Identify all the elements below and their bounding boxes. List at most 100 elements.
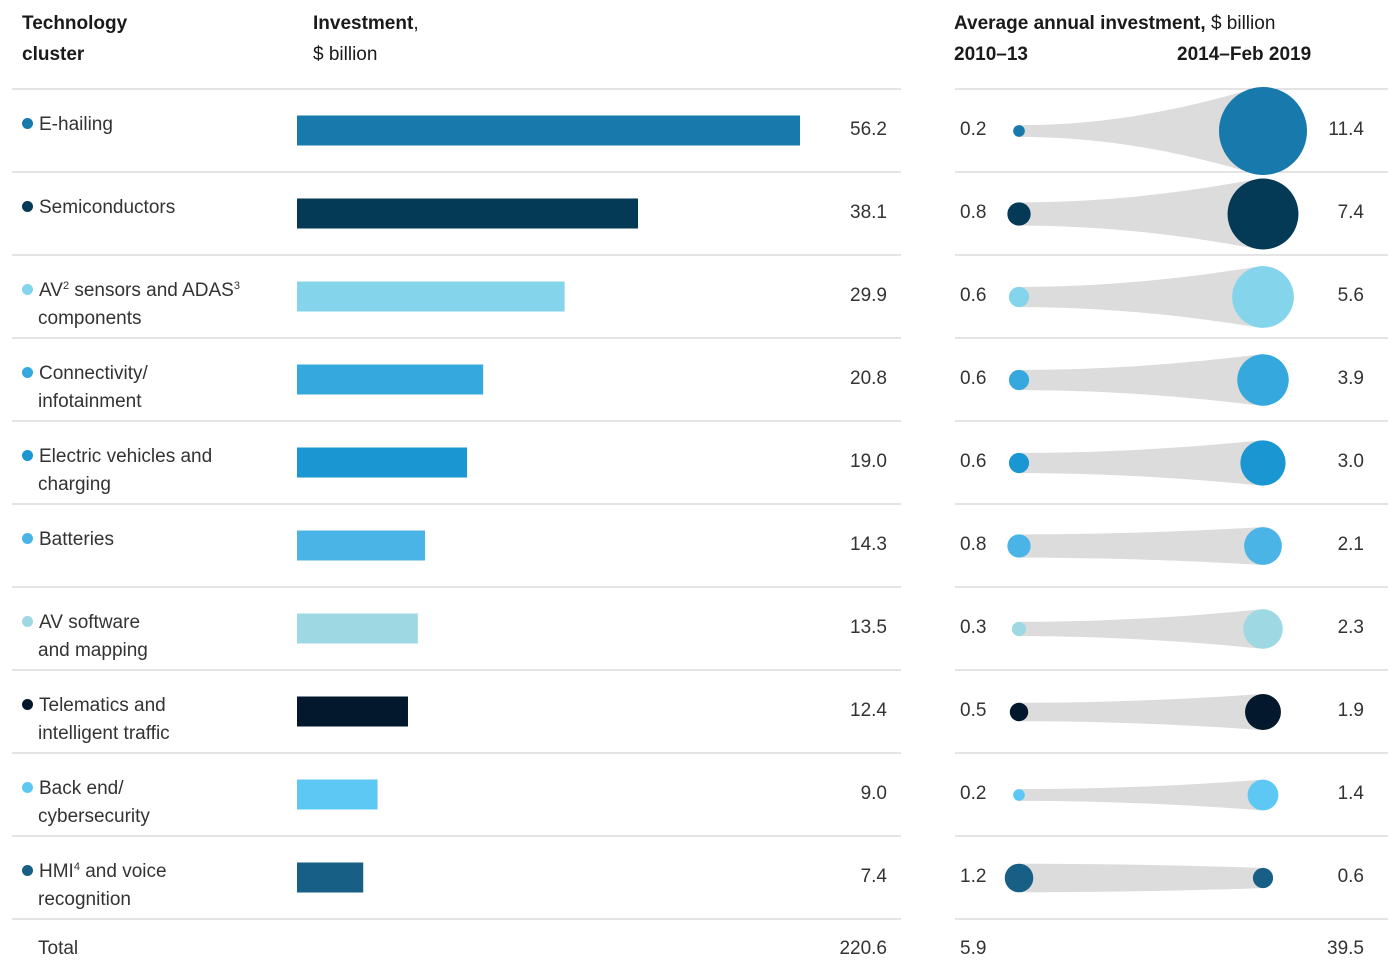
period-1-label: 2010–13 bbox=[954, 44, 1028, 65]
category-text: Semiconductors bbox=[39, 197, 176, 218]
bubble-2010-13 bbox=[1008, 369, 1030, 391]
investment-bar bbox=[297, 862, 364, 893]
avg-2010-13-value: 0.8 bbox=[960, 534, 987, 555]
category-text: Telematics and bbox=[39, 695, 166, 716]
avg-2010-13-value: 0.5 bbox=[960, 700, 987, 721]
bubble-2014-2019 bbox=[1240, 440, 1286, 486]
investment-value: 56.2 bbox=[850, 119, 887, 140]
category-text-line2: and mapping bbox=[38, 640, 148, 661]
investment-value: 29.9 bbox=[850, 285, 887, 306]
legend-dot-icon bbox=[22, 201, 33, 212]
investment-value: 14.3 bbox=[850, 534, 887, 555]
avg-2014-2019-value: 3.9 bbox=[1337, 368, 1364, 389]
investment-value: 9.0 bbox=[860, 783, 887, 804]
category-text: HMI bbox=[39, 861, 74, 882]
avg-2014-2019-value: 11.4 bbox=[1328, 119, 1364, 140]
investment-bar bbox=[297, 530, 425, 561]
bubble-2010-13 bbox=[1009, 702, 1029, 722]
category-text-line2: infotainment bbox=[38, 391, 142, 412]
header-col2-bold: Investment bbox=[313, 13, 414, 34]
category-label: E-hailing bbox=[22, 111, 292, 139]
investment-value: 19.0 bbox=[850, 451, 887, 472]
category-label: Semiconductors bbox=[22, 194, 292, 222]
bubble-connector bbox=[1019, 354, 1263, 406]
category-text: E-hailing bbox=[39, 114, 113, 135]
legend-dot-icon bbox=[22, 450, 33, 461]
header-average-annual: Average annual investment, $ billion bbox=[954, 8, 1275, 39]
investment-value: 20.8 bbox=[850, 368, 887, 389]
bubble-2014-2019 bbox=[1219, 87, 1307, 175]
legend-dot-icon bbox=[22, 367, 33, 378]
category-text-line2: components bbox=[38, 308, 142, 329]
bubble-connector bbox=[1019, 440, 1263, 486]
category-label: Batteries bbox=[22, 526, 292, 554]
category-text: Electric vehicles and bbox=[39, 446, 213, 467]
legend-dot-icon bbox=[22, 699, 33, 710]
avg-2010-13-value: 0.2 bbox=[960, 783, 987, 804]
total-investment: 220.6 bbox=[839, 938, 887, 959]
investment-bar bbox=[297, 447, 468, 478]
category-text-cont: sensors and ADAS bbox=[69, 280, 234, 301]
bubble-connector bbox=[1019, 863, 1263, 893]
bubble-connector bbox=[1019, 779, 1263, 811]
category-label: HMI4 and voice recognition bbox=[22, 858, 292, 914]
investment-bar bbox=[297, 779, 378, 810]
bubble-connector bbox=[1019, 178, 1263, 250]
legend-dot-icon bbox=[22, 533, 33, 544]
bubble-2014-2019 bbox=[1245, 694, 1281, 730]
category-text-line2: recognition bbox=[38, 889, 131, 910]
category-label: Back end/cybersecurity bbox=[22, 775, 292, 831]
header-col3-unit: $ billion bbox=[1205, 13, 1276, 34]
investment-value: 7.4 bbox=[860, 866, 887, 887]
investment-bar bbox=[297, 115, 800, 146]
bubble-2010-13 bbox=[1004, 863, 1034, 893]
superscript: 3 bbox=[233, 280, 240, 292]
total-label: Total bbox=[38, 938, 79, 959]
category-label: Electric vehicles and charging bbox=[22, 443, 292, 499]
period-2-label: 2014–Feb 2019 bbox=[1177, 44, 1312, 65]
avg-2010-13-value: 0.8 bbox=[960, 202, 987, 223]
header-col1-line2: cluster bbox=[22, 44, 85, 65]
total-2014-2019: 39.5 bbox=[1327, 938, 1364, 959]
avg-2014-2019-value: 1.9 bbox=[1337, 700, 1364, 721]
avg-2014-2019-value: 1.4 bbox=[1337, 783, 1364, 804]
category-text: AV software bbox=[39, 612, 141, 633]
header-col2-comma: , bbox=[413, 13, 419, 34]
category-label: Telematics and intelligent traffic bbox=[22, 692, 292, 748]
total-2010-13: 5.9 bbox=[960, 938, 987, 959]
category-text-line2: cybersecurity bbox=[38, 806, 150, 827]
bubble-2010-13 bbox=[1011, 621, 1027, 637]
bubble-2014-2019 bbox=[1232, 266, 1294, 328]
avg-2014-2019-value: 0.6 bbox=[1337, 866, 1364, 887]
avg-2014-2019-value: 2.1 bbox=[1337, 534, 1364, 555]
bubble-2010-13 bbox=[1008, 452, 1030, 474]
avg-2014-2019-value: 7.4 bbox=[1337, 202, 1364, 223]
avg-2014-2019-value: 2.3 bbox=[1337, 617, 1364, 638]
header-col2-unit: $ billion bbox=[313, 44, 378, 65]
bubble-connector bbox=[1019, 609, 1263, 649]
superscript: 4 bbox=[73, 861, 80, 873]
category-label: AV software and mapping bbox=[22, 609, 292, 665]
bubble-2014-2019 bbox=[1247, 779, 1279, 811]
header-period-2: 2014–Feb 2019 bbox=[1177, 39, 1311, 70]
category-text: Connectivity/ bbox=[39, 363, 148, 384]
investment-value: 13.5 bbox=[850, 617, 887, 638]
bubble-2014-2019 bbox=[1244, 527, 1282, 565]
investment-bar bbox=[297, 364, 484, 395]
category-text-line2: intelligent traffic bbox=[38, 723, 170, 744]
avg-2010-13-value: 0.6 bbox=[960, 368, 987, 389]
header-technology-cluster: Technology cluster bbox=[22, 8, 127, 70]
legend-dot-icon bbox=[22, 865, 33, 876]
investment-value: 12.4 bbox=[850, 700, 887, 721]
investment-bar bbox=[297, 613, 418, 644]
legend-dot-icon bbox=[22, 782, 33, 793]
investment-bar bbox=[297, 281, 565, 312]
avg-2010-13-value: 1.2 bbox=[960, 866, 987, 887]
legend-dot-icon bbox=[22, 616, 33, 627]
superscript: 2 bbox=[62, 280, 70, 292]
header-period-1: 2010–13 bbox=[954, 39, 1028, 70]
avg-2010-13-value: 0.2 bbox=[960, 119, 987, 140]
investment-bar bbox=[297, 198, 639, 229]
investment-value: 38.1 bbox=[850, 202, 887, 223]
